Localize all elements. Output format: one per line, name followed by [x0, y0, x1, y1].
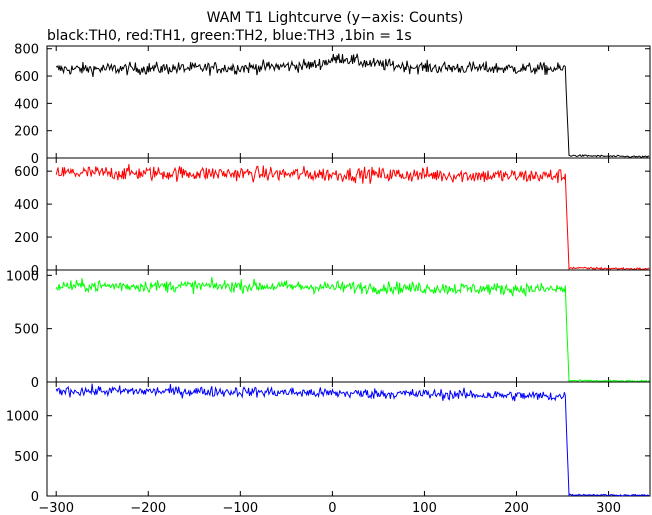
series-line-th0 — [55, 53, 650, 158]
panel-frame — [46, 381, 651, 497]
y-tick-label: 1000 — [6, 269, 39, 284]
y-tick-label: 600 — [14, 165, 39, 180]
y-tick-label: 200 — [14, 231, 39, 246]
x-axis: −300 −200 −100 0 100 200 300 — [38, 501, 621, 515]
y-tick-label: 0 — [31, 264, 39, 279]
x-tick-label: 200 — [504, 501, 529, 515]
y-tick-label: 0 — [31, 490, 39, 505]
series-line-th2 — [55, 277, 650, 383]
y-tick-label: 0 — [31, 376, 39, 391]
x-tick-label: −200 — [130, 501, 166, 515]
x-tick-label: −300 — [38, 501, 74, 515]
panel-th3: 0 500 1000 — [6, 381, 651, 505]
y-tick-label: 400 — [14, 97, 39, 112]
panel-th1: 0 200 400 600 — [14, 157, 651, 279]
series-line-th1 — [55, 163, 650, 271]
y-tick-label: 500 — [14, 450, 39, 465]
chart-title: WAM T1 Lightcurve (y−axis: Counts) — [207, 10, 464, 26]
y-tick-label: 600 — [14, 70, 39, 85]
y-tick-label: 400 — [14, 198, 39, 213]
x-tick-label: 300 — [596, 501, 621, 515]
y-tick-label: 200 — [14, 125, 39, 140]
series-line-th3 — [55, 383, 650, 497]
y-tick-label: 500 — [14, 323, 39, 338]
x-tick-label: 0 — [328, 501, 336, 515]
panel-th0: 0 200 400 600 800 — [14, 43, 651, 167]
panel-frame — [46, 45, 651, 159]
y-tick-label: 800 — [14, 43, 39, 58]
chart-subtitle: black:TH0, red:TH1, green:TH2, blue:TH3 … — [47, 28, 412, 44]
x-tick-label: 100 — [412, 501, 437, 515]
y-tick-label: 0 — [31, 152, 39, 167]
y-tick-label: 1000 — [6, 410, 39, 425]
x-tick-label: −100 — [222, 501, 258, 515]
panel-th2: 0 500 1000 — [6, 269, 651, 391]
